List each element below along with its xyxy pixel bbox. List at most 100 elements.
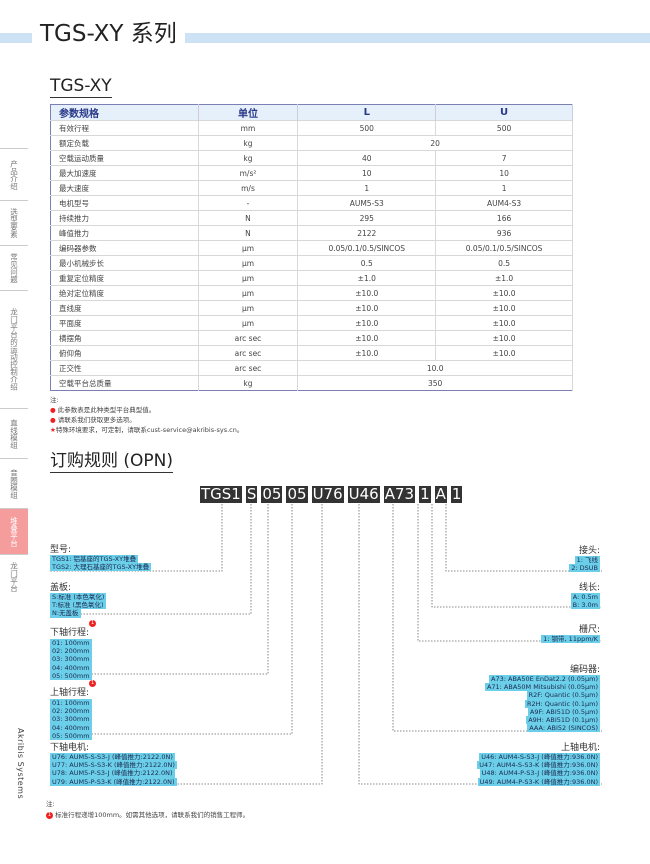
options-list: A: 0.5m B: 3.0m — [570, 593, 600, 610]
table-cell: μm — [198, 285, 299, 301]
table-cell: 7 — [435, 150, 573, 166]
option-item: 04: 400mm — [50, 663, 92, 672]
sidebar-item[interactable]: 常见问题 — [0, 245, 28, 290]
table-notes: 注: ● 此参数表是此种类型平台典型值。 ● 请联系我们获取更多选项。 ★特殊环… — [50, 395, 243, 435]
table-cell: ±10.0 — [435, 285, 573, 301]
opn-code-segment: TGS1 — [200, 485, 242, 503]
sidebar-item[interactable]: 龙门平台的运动控制介绍 — [0, 290, 28, 408]
table-cell: 40 — [297, 150, 437, 166]
table-cell: ±10.0 — [435, 300, 573, 316]
option-label: 栅尺: — [578, 625, 600, 635]
notes-title: 注: — [50, 396, 59, 404]
table-cell: 电机型号 — [50, 195, 199, 211]
table-row: 峰值推力 N 2122 936 — [50, 225, 573, 241]
option-label: 上轴电机: — [560, 743, 600, 753]
table-cell: 最大加速度 — [50, 165, 199, 181]
option-item: U78: AUM5-P-S3-J (峰值推力:2122.0N) — [50, 769, 175, 778]
note-marker-icon: 1 — [89, 620, 97, 627]
table-cell: kg — [198, 135, 299, 151]
option-item: TGS1: 铝基座的TGS-XY堆叠 — [50, 555, 139, 564]
options-list: A73: ABA50E EnDat2.2 (0.05μm) A71: ABA50M… — [484, 675, 600, 733]
table-row: 空载平台总质量 kg 350 — [50, 375, 573, 391]
option-item: 02: 200mm — [50, 647, 92, 656]
table-cell: ±10.0 — [435, 345, 573, 361]
option-item: 1: 钢带, 11ppm/K — [541, 635, 600, 644]
options-list: 1: 飞线 2: DSUB — [569, 556, 600, 573]
option-item: U77: AUM5-S-S3-K (峰值推力:2122.0N) — [50, 761, 177, 770]
opn-code-segment: S — [245, 485, 258, 503]
table-cell: AUM5-S3 — [297, 195, 437, 211]
table-cell: 编码器参数 — [50, 240, 199, 256]
table-row: 空载运动质量 kg 40 7 — [50, 150, 573, 166]
opn-title: 订购规则 (OPN) — [50, 451, 174, 473]
page-title: TGS-XY 系列 — [32, 18, 185, 50]
option-label: 下轴电机: — [50, 743, 90, 753]
table-cell: 20 — [297, 135, 573, 151]
table-cell: 空载运动质量 — [50, 150, 199, 166]
table-cell: kg — [198, 375, 299, 391]
section-title: TGS-XY — [50, 76, 112, 98]
sidebar-item[interactable]: 直线模组 — [0, 408, 28, 458]
table-cell: μm — [198, 300, 299, 316]
table-row: 绝对定位精度 μm ±10.0 ±10.0 — [50, 285, 573, 301]
opn-code-segment: 05 — [261, 485, 283, 503]
opn-code-segment: A73 — [383, 485, 416, 503]
table-cell: 0.05/0.1/0.5/SINCOS — [297, 240, 437, 256]
sidebar-item[interactable]: 产品介绍 — [0, 148, 28, 200]
opn-code-segment: U76 — [311, 485, 344, 503]
option-item: A71: ABA50M Mitsubishi (0.05μm) — [484, 683, 600, 692]
column-header: L — [297, 104, 437, 121]
option-label: 型号: — [50, 545, 72, 555]
table-row: 平面度 μm ±10.0 ±10.0 — [50, 315, 573, 331]
table-cell: 正交性 — [50, 360, 199, 376]
option-item: R2F: Quantic (0.5μm) — [526, 691, 600, 700]
table-cell: m/s — [198, 180, 299, 196]
footnote: 注: 1 标准行程递增100mm。如需其他选项，请联系我们的销售工程师。 — [46, 799, 249, 821]
table-cell: 绝对定位精度 — [50, 285, 199, 301]
table-cell: ±10.0 — [297, 330, 437, 346]
opn-code-segment: 05 — [286, 485, 308, 503]
note-marker-icon: 1 — [89, 680, 97, 687]
table-cell: ±10.0 — [435, 315, 573, 331]
option-group-right: 编码器: A73: ABA50E EnDat2.2 (0.05μm) A71: AB… — [484, 662, 600, 733]
sidebar-item[interactable]: 堆叠平台 — [0, 508, 28, 554]
option-label: 下轴行程: — [50, 628, 90, 638]
table-cell: μm — [198, 240, 299, 256]
sidebar-item[interactable]: 音圈模组 — [0, 458, 28, 508]
table-cell: 持续推力 — [50, 210, 199, 226]
table-cell: 重复定位精度 — [50, 270, 199, 286]
table-row: 编码器参数 μm 0.05/0.1/0.5/SINCOS 0.05/0.1/0.5/S… — [50, 240, 573, 256]
table-cell: arc sec — [198, 360, 299, 376]
spec-table: 参数规格 单位 L U 有效行程 mm 500 500 额定负载 kg 20 空载运动质量 kg 40 7 最… — [50, 104, 573, 391]
bullet-icon: ● — [50, 406, 56, 414]
note: 特殊环境要求，可定制，请联系cust-service@akribis-sys.c… — [55, 426, 244, 434]
table-cell: 1 — [297, 180, 437, 196]
option-item: B: 3.0m — [570, 601, 600, 610]
table-cell: ±10.0 — [297, 345, 437, 361]
table-cell: 166 — [435, 210, 573, 226]
option-group-right: 接头: 1: 飞线 2: DSUB — [569, 543, 600, 573]
table-row: 横摆角 arc sec ±10.0 ±10.0 — [50, 330, 573, 346]
opn-code: TGS1 S 05 05 U76 U46 A73 1 A 1 — [200, 485, 463, 503]
table-cell: ±10.0 — [435, 330, 573, 346]
opn-code-segment: 1 — [450, 485, 463, 503]
option-item: 02: 200mm — [50, 707, 92, 716]
table-row: 直线度 μm ±10.0 ±10.0 — [50, 300, 573, 316]
table-cell: ±10.0 — [297, 315, 437, 331]
sidebar-item[interactable]: 选型要素 — [0, 200, 28, 245]
table-row: 持续推力 N 295 166 — [50, 210, 573, 226]
opn-code-segment: U46 — [347, 485, 380, 503]
table-cell: 0.5 — [297, 255, 437, 271]
note-marker-icon: 1 — [46, 811, 53, 819]
table-cell: 350 — [297, 375, 573, 391]
sidebar-item[interactable]: 龙门平台 — [0, 554, 28, 599]
option-group-right: 上轴电机: U46: AUM4-S-S3-J (峰值推力:936.0N) U47: … — [477, 740, 600, 786]
option-group-left: 型号: TGS1: 铝基座的TGS-XY堆叠 TGS2: 大理石基座的TGS-XY堆… — [50, 542, 152, 572]
table-cell: ±1.0 — [297, 270, 437, 286]
option-item: 05: 500mm — [50, 671, 92, 681]
table-cell: kg — [198, 150, 299, 166]
note: 请联系我们获取更多选项。 — [57, 416, 136, 424]
option-item: U47: AUM4-S-S3-K (峰值推力:936.0N) — [477, 761, 600, 770]
table-cell: 峰值推力 — [50, 225, 199, 241]
